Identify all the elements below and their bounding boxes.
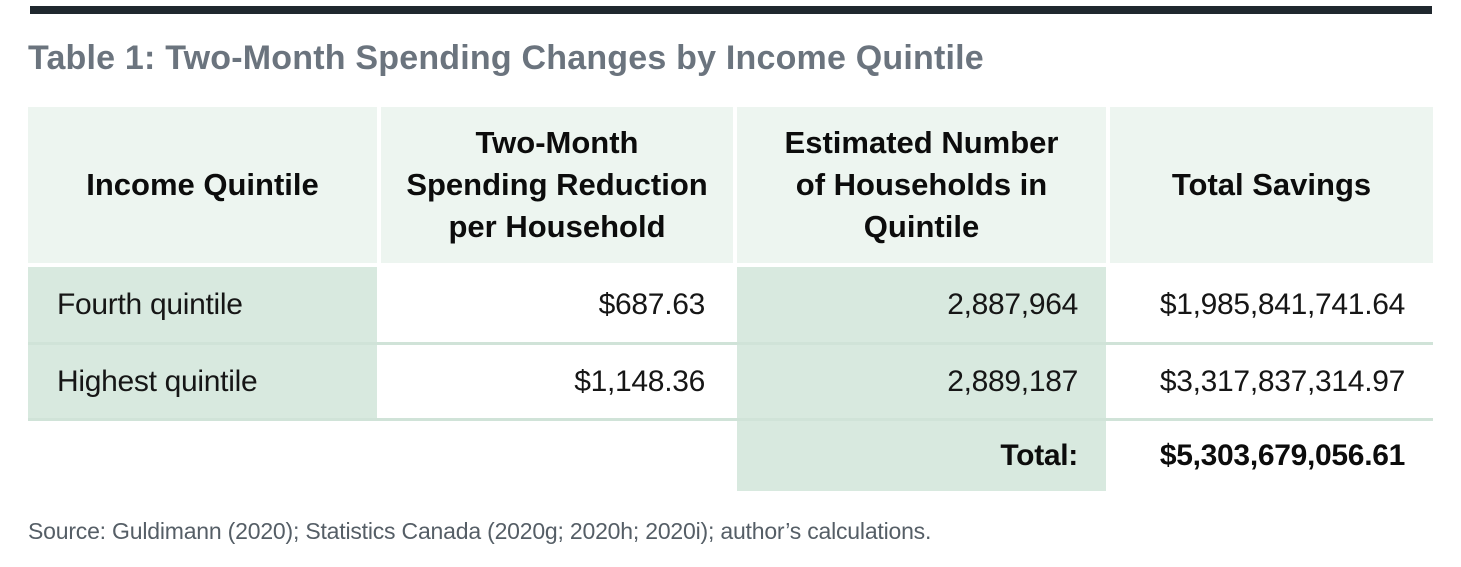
total-value-cell: $5,303,679,056.61	[1110, 421, 1433, 491]
header-cell-income-quintile: Income Quintile	[28, 107, 377, 263]
header-cell-total-savings: Total Savings	[1110, 107, 1433, 263]
header-cell-households: Estimated Number of Households in Quinti…	[737, 107, 1106, 263]
total-row-spacer	[381, 421, 733, 491]
row-separator	[28, 418, 1433, 421]
page-title: Table 1: Two-Month Spending Changes by I…	[28, 39, 984, 77]
cell-households: 2,887,964	[737, 267, 1106, 342]
cell-spending-reduction: $687.63	[381, 267, 733, 342]
top-rule-bar	[30, 6, 1432, 14]
cell-total-savings: $3,317,837,314.97	[1110, 345, 1433, 418]
row-separator	[28, 342, 1433, 345]
header-cell-spending-reduction: Two-Month Spending Reduction per Househo…	[381, 107, 733, 263]
total-row-spacer	[28, 421, 377, 491]
cell-households: 2,889,187	[737, 345, 1106, 418]
cell-quintile-name: Highest quintile	[28, 345, 377, 418]
cell-quintile-name: Fourth quintile	[28, 267, 377, 342]
source-note: Source: Guldimann (2020); Statistics Can…	[28, 518, 932, 544]
total-label-cell: Total:	[737, 421, 1106, 491]
cell-spending-reduction: $1,148.36	[381, 345, 733, 418]
cell-total-savings: $1,985,841,741.64	[1110, 267, 1433, 342]
spending-table: Income Quintile Two-Month Spending Reduc…	[28, 107, 1433, 491]
